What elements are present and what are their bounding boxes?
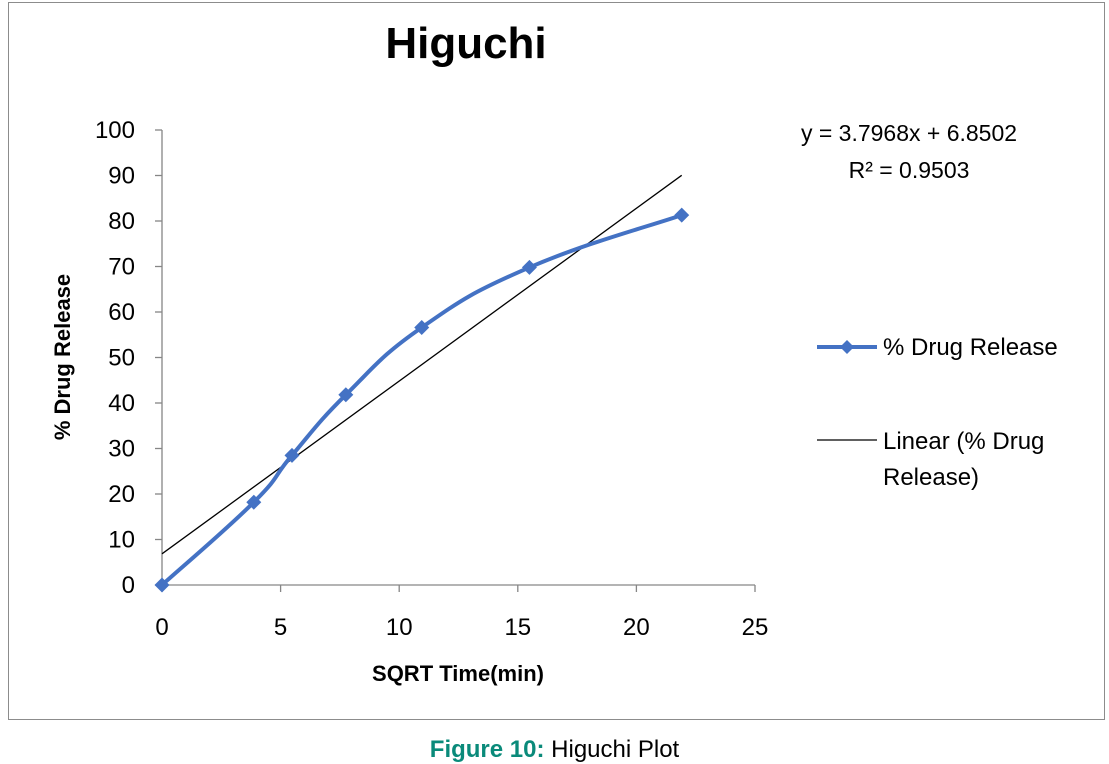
y-tick-label: 90 bbox=[108, 163, 135, 190]
y-tick-label: 40 bbox=[108, 390, 135, 417]
y-tick-label: 100 bbox=[95, 117, 135, 144]
data-point bbox=[154, 577, 170, 593]
data-point bbox=[674, 207, 690, 223]
y-tick-label: 20 bbox=[108, 481, 135, 508]
figure-caption-label: Figure 10: bbox=[429, 736, 545, 763]
y-tick-label: 50 bbox=[108, 345, 135, 372]
y-tick-labels: 0 10 20 30 40 50 60 70 80 90 100 bbox=[95, 117, 135, 599]
figure-caption-text: Higuchi Plot bbox=[544, 736, 680, 763]
x-tick-label: 10 bbox=[386, 614, 413, 641]
x-tick-label: 20 bbox=[623, 614, 650, 641]
x-tick-label: 0 bbox=[155, 614, 168, 641]
y-tick-label: 80 bbox=[108, 208, 135, 235]
y-tick-label: 30 bbox=[108, 436, 135, 463]
x-axis-title: SQRT Time(min) bbox=[372, 661, 544, 686]
series-line bbox=[160, 213, 683, 587]
trendline-r-squared: R² = 0.9503 bbox=[849, 157, 970, 183]
series-layer bbox=[154, 207, 690, 593]
chart-frame bbox=[8, 2, 1105, 720]
x-tick-label: 15 bbox=[504, 614, 531, 641]
trendline-equation: y = 3.7968x + 6.8502 bbox=[801, 120, 1017, 146]
y-tick-label: 0 bbox=[122, 572, 135, 599]
y-tick-label: 60 bbox=[108, 299, 135, 326]
y-tick-label: 70 bbox=[108, 254, 135, 281]
x-tick-label: 5 bbox=[274, 614, 287, 641]
x-tick-labels: 0 5 10 15 20 25 bbox=[155, 614, 768, 641]
y-axis-title: % Drug Release bbox=[50, 274, 75, 440]
chart-title: Higuchi bbox=[385, 19, 546, 68]
legend-trendline-label-line1: Linear (% Drug bbox=[883, 428, 1044, 455]
trendline bbox=[161, 174, 683, 555]
legend-series-marker bbox=[840, 340, 854, 354]
legend: % Drug Release Linear (% Drug Release) bbox=[817, 334, 1058, 491]
data-point bbox=[414, 319, 430, 335]
y-tick-label: 10 bbox=[108, 527, 135, 554]
axes bbox=[155, 129, 756, 592]
legend-series-label: % Drug Release bbox=[883, 334, 1058, 361]
data-point bbox=[338, 387, 354, 403]
data-point bbox=[521, 259, 537, 275]
data-point bbox=[246, 494, 262, 510]
trendline-layer bbox=[161, 174, 683, 555]
legend-trendline-label-line2: Release) bbox=[883, 464, 979, 491]
figure-caption: Figure 10: Higuchi Plot bbox=[0, 736, 1109, 764]
x-tick-label: 25 bbox=[742, 614, 769, 641]
data-point bbox=[284, 447, 300, 463]
